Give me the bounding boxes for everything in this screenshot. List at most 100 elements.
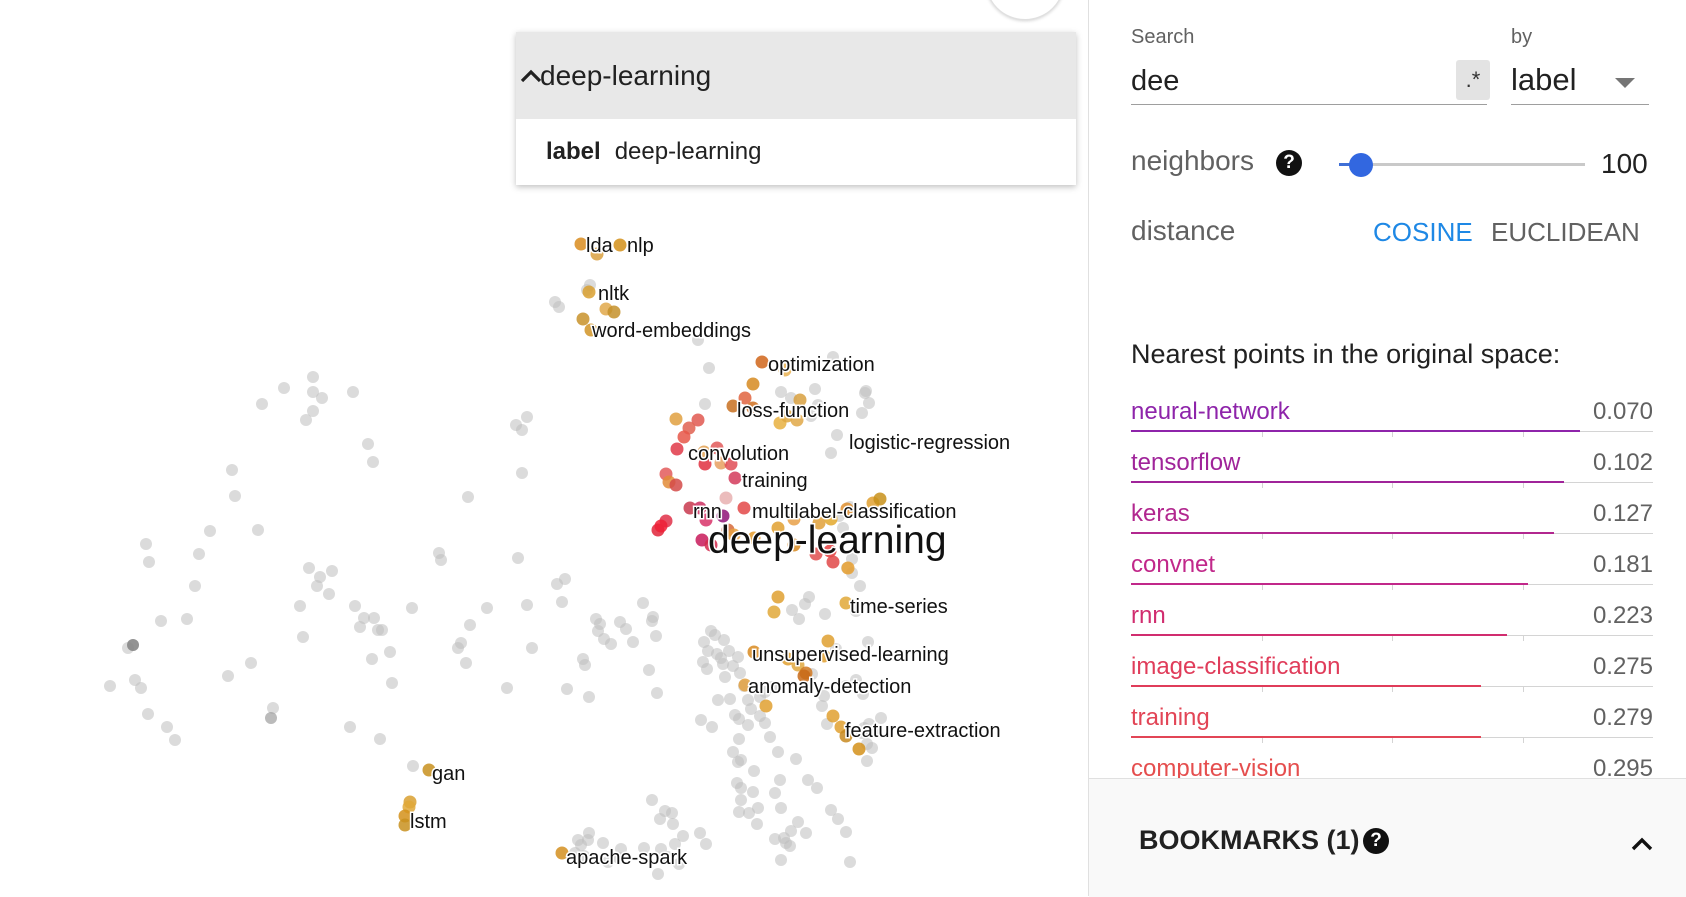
background-point[interactable]: [303, 562, 315, 574]
background-point[interactable]: [734, 667, 746, 679]
background-point[interactable]: [155, 615, 167, 627]
background-point[interactable]: [786, 604, 798, 616]
background-point[interactable]: [579, 659, 591, 671]
background-point[interactable]: [723, 645, 735, 657]
background-point[interactable]: [743, 807, 755, 819]
background-point[interactable]: [161, 721, 173, 733]
background-point[interactable]: [790, 753, 802, 765]
background-point[interactable]: [732, 651, 744, 663]
background-point[interactable]: [204, 525, 216, 537]
neighbor-point[interactable]: [771, 590, 785, 604]
nearest-point-row[interactable]: training 0.279: [1131, 698, 1653, 749]
neighbor-point[interactable]: [582, 285, 596, 299]
neighbor-point[interactable]: [727, 528, 741, 542]
nearest-point-row[interactable]: image-classification 0.275: [1131, 647, 1653, 698]
neighbor-point[interactable]: [780, 409, 794, 423]
background-point[interactable]: [556, 596, 568, 608]
neighbor-point[interactable]: [746, 401, 760, 415]
background-point[interactable]: [366, 653, 378, 665]
background-point[interactable]: [662, 851, 674, 863]
background-point[interactable]: [699, 398, 711, 410]
neighbor-point[interactable]: [738, 678, 752, 692]
neighbor-point[interactable]: [669, 478, 683, 492]
background-point[interactable]: [300, 414, 312, 426]
background-point[interactable]: [294, 600, 306, 612]
neighbor-point[interactable]: [767, 605, 781, 619]
background-point[interactable]: [193, 548, 205, 560]
regex-toggle-button[interactable]: .*: [1456, 60, 1490, 100]
background-point[interactable]: [354, 621, 366, 633]
background-point[interactable]: [709, 629, 721, 641]
background-point[interactable]: [830, 643, 842, 655]
background-point[interactable]: [727, 746, 739, 758]
neighbor-point[interactable]: [398, 809, 412, 823]
background-point[interactable]: [780, 837, 792, 849]
background-point[interactable]: [142, 708, 154, 720]
background-point[interactable]: [297, 631, 309, 643]
neighbor-point[interactable]: [669, 412, 683, 426]
background-point[interactable]: [805, 410, 817, 422]
neighbor-point[interactable]: [584, 323, 598, 337]
background-point[interactable]: [307, 386, 319, 398]
background-point[interactable]: [792, 816, 804, 828]
background-point[interactable]: [811, 782, 823, 794]
neighbor-point[interactable]: [759, 699, 773, 713]
neighbor-point[interactable]: [726, 399, 740, 413]
background-point[interactable]: [764, 731, 776, 743]
background-point[interactable]: [673, 858, 685, 870]
background-point[interactable]: [435, 554, 447, 566]
background-point[interactable]: [869, 725, 881, 737]
background-point[interactable]: [802, 774, 814, 786]
neighbor-point[interactable]: [824, 512, 838, 526]
neighbor-point[interactable]: [607, 305, 621, 319]
background-point[interactable]: [837, 522, 849, 534]
background-point[interactable]: [316, 392, 328, 404]
neighbor-point[interactable]: [826, 555, 840, 569]
background-point[interactable]: [553, 301, 565, 313]
background-point[interactable]: [724, 693, 736, 705]
background-point[interactable]: [189, 580, 201, 592]
background-point[interactable]: [793, 613, 805, 625]
background-point[interactable]: [650, 630, 662, 642]
background-point[interactable]: [732, 756, 744, 768]
background-point[interactable]: [655, 843, 667, 855]
background-point[interactable]: [803, 591, 815, 603]
background-point[interactable]: [597, 837, 609, 849]
background-point[interactable]: [840, 826, 852, 838]
help-icon[interactable]: ?: [1276, 150, 1302, 176]
neighbor-point[interactable]: [693, 501, 707, 515]
background-point[interactable]: [733, 806, 745, 818]
projection-canvas[interactable]: lda nlp nltk word-embeddings optimization los…: [0, 0, 1088, 896]
neighbor-point[interactable]: [797, 669, 811, 683]
background-point[interactable]: [863, 397, 875, 409]
help-icon[interactable]: ?: [1363, 828, 1389, 854]
neighbor-point[interactable]: [716, 509, 730, 523]
neighbor-point[interactable]: [683, 501, 697, 515]
background-point[interactable]: [526, 642, 538, 654]
background-point[interactable]: [460, 657, 472, 669]
neighbor-point[interactable]: [697, 445, 711, 459]
background-point[interactable]: [735, 794, 747, 806]
background-point[interactable]: [875, 712, 887, 724]
euclidean-distance-button[interactable]: EUCLIDEAN: [1491, 217, 1640, 247]
background-point[interactable]: [742, 719, 754, 731]
neighbor-point[interactable]: [791, 658, 805, 672]
cosine-distance-button[interactable]: COSINE: [1373, 217, 1473, 247]
background-point[interactable]: [578, 850, 590, 862]
neighbor-point[interactable]: [738, 391, 752, 405]
neighbor-point[interactable]: [714, 456, 728, 470]
background-point[interactable]: [729, 709, 741, 721]
neighbor-point[interactable]: [809, 547, 823, 561]
background-point[interactable]: [677, 830, 689, 842]
neighbor-point[interactable]: [574, 237, 588, 251]
neighbor-point[interactable]: [576, 312, 590, 326]
background-point[interactable]: [717, 658, 729, 670]
background-point[interactable]: [407, 760, 419, 772]
background-point[interactable]: [816, 700, 828, 712]
background-point[interactable]: [646, 615, 658, 627]
neighbor-point[interactable]: [737, 501, 751, 515]
background-point[interactable]: [772, 746, 784, 758]
background-point[interactable]: [854, 580, 866, 592]
neighbor-point[interactable]: [790, 413, 804, 427]
background-point[interactable]: [840, 680, 852, 692]
